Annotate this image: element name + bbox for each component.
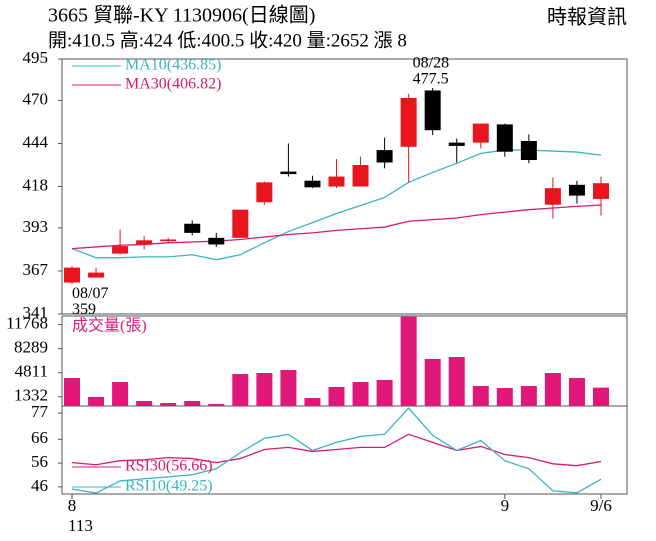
candle-body bbox=[448, 142, 465, 146]
chart-subtitle: 開:410.5 高:424 低:400.5 收:420 量:2652 漲 8 bbox=[48, 29, 407, 51]
x-tick-label: 9/6 bbox=[590, 496, 612, 515]
panel-title: 成交量(張) bbox=[72, 317, 147, 335]
y-tick-label: 393 bbox=[23, 217, 49, 236]
volume-bar bbox=[160, 403, 177, 406]
candle-body bbox=[568, 184, 585, 196]
candle-body bbox=[544, 188, 561, 205]
y-tick-label: 341 bbox=[23, 303, 49, 322]
volume-bar bbox=[400, 316, 417, 406]
legend-label: RSI10(49.25) bbox=[125, 478, 213, 495]
candle-body bbox=[160, 239, 177, 242]
legend-label: MA30(406.82) bbox=[125, 76, 221, 93]
volume-bar bbox=[328, 387, 345, 406]
volume-bar bbox=[232, 374, 249, 406]
line bbox=[71, 149, 602, 261]
candle-body bbox=[256, 182, 273, 203]
x-tick-label: 8 bbox=[68, 496, 77, 515]
source: 時報資訊 bbox=[547, 6, 627, 29]
line bbox=[71, 433, 602, 467]
legend-label: RSI30(56.66) bbox=[125, 458, 213, 475]
annotation-value: 359 bbox=[72, 301, 96, 318]
y-tick-label: 4811 bbox=[15, 362, 48, 381]
candle-body bbox=[136, 240, 153, 245]
candle-body bbox=[232, 209, 249, 238]
y-tick-label: 367 bbox=[23, 260, 49, 279]
annotation-label: 08/28 bbox=[413, 55, 449, 72]
x-tick-label: 9 bbox=[501, 496, 510, 515]
candle-body bbox=[64, 267, 80, 283]
volume-bar bbox=[64, 378, 80, 406]
y-tick-label: 46 bbox=[31, 476, 48, 495]
candle-body bbox=[328, 176, 345, 187]
volume-bar bbox=[304, 398, 321, 406]
candle-body bbox=[593, 183, 609, 199]
candle-body bbox=[496, 124, 513, 152]
volume-bar bbox=[472, 386, 489, 406]
volume-bar bbox=[88, 397, 105, 406]
y-tick-label: 418 bbox=[23, 175, 49, 194]
plot-area bbox=[64, 87, 609, 285]
candle-body bbox=[424, 90, 441, 131]
volume-bar bbox=[184, 401, 201, 406]
candle-body bbox=[472, 123, 489, 143]
y-tick-label: 11768 bbox=[6, 313, 48, 332]
y-tick-label: 8289 bbox=[14, 338, 48, 357]
volume-bar bbox=[112, 382, 129, 406]
candle-body bbox=[280, 171, 297, 175]
candle-body bbox=[208, 237, 225, 245]
volume-bar bbox=[568, 378, 585, 406]
legend-label: MA10(436.85) bbox=[125, 57, 221, 74]
volume-bar bbox=[208, 403, 225, 406]
volume-bar bbox=[496, 388, 513, 406]
volume-bar bbox=[136, 401, 153, 406]
y-tick-label: 1332 bbox=[14, 386, 48, 405]
y-tick-label: 470 bbox=[23, 89, 49, 108]
annotation-value: 477.5 bbox=[413, 71, 449, 88]
volume-bar bbox=[280, 370, 297, 406]
volume-bar bbox=[352, 382, 369, 406]
candle-body bbox=[352, 164, 369, 187]
y-tick-label: 495 bbox=[23, 48, 49, 67]
y-tick-label: 444 bbox=[23, 132, 49, 151]
volume-bar bbox=[544, 373, 561, 406]
y-tick-label: 56 bbox=[31, 452, 48, 471]
candle-body bbox=[304, 180, 321, 188]
candle-body bbox=[112, 246, 129, 254]
candle-body bbox=[400, 97, 417, 147]
y-tick-label: 77 bbox=[31, 402, 49, 421]
annotation-label: 08/07 bbox=[72, 285, 108, 302]
candle-body bbox=[88, 272, 105, 278]
plot-area bbox=[64, 316, 609, 406]
line bbox=[71, 204, 602, 250]
volume-bar bbox=[424, 359, 441, 406]
y-tick-label: 66 bbox=[31, 428, 48, 447]
candle-body bbox=[376, 150, 393, 163]
x-year-label: 113 bbox=[68, 516, 93, 535]
volume-bar bbox=[376, 380, 393, 406]
volume-bar bbox=[520, 386, 537, 406]
volume-bar bbox=[256, 373, 273, 406]
volume-bar bbox=[448, 356, 465, 406]
chart-title: 3665 貿聯-KY 1130906(日線圖) bbox=[48, 4, 315, 27]
candle-body bbox=[520, 140, 537, 161]
plot-area bbox=[71, 407, 602, 494]
line bbox=[71, 407, 602, 494]
candle-body bbox=[184, 223, 201, 233]
volume-bar bbox=[593, 387, 609, 406]
